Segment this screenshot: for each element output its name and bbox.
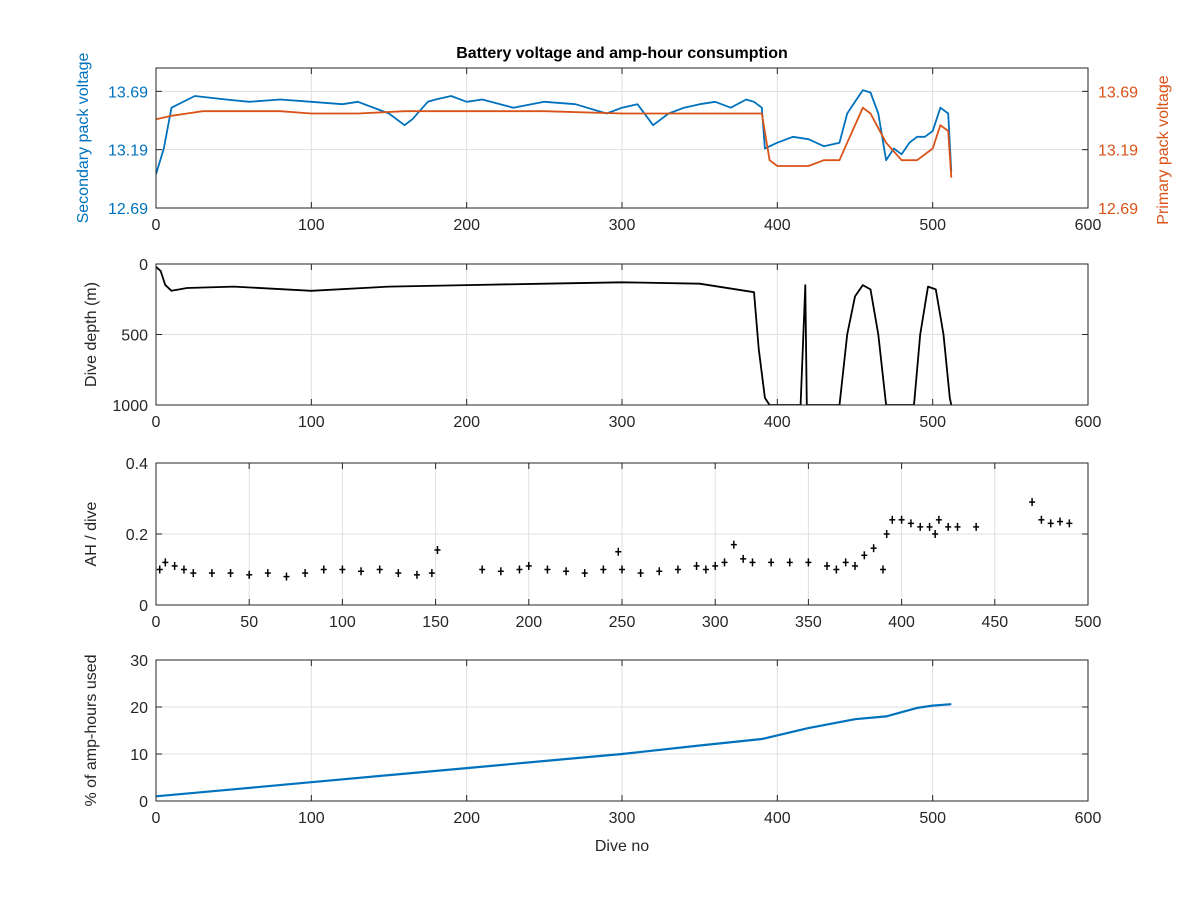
y-tick-label: 1000	[112, 398, 148, 415]
series-line-0	[156, 703, 952, 798]
x-tick-label: 100	[298, 414, 325, 431]
y-tick-label: 0	[139, 257, 148, 274]
y-tick-label: 0.4	[126, 456, 148, 473]
y-right-tick-label: 12.69	[1098, 201, 1138, 218]
x-tick-label: 200	[453, 810, 480, 827]
amp-hours-used-panel: 0 100 200 300 400 500 600 0 10 20 30 % of amp-hours…	[83, 653, 1101, 855]
x-tick-label: 0	[152, 414, 161, 431]
x-tick-label: 150	[422, 614, 449, 631]
x-tick-label: 300	[609, 810, 636, 827]
x-tick-label: 300	[609, 217, 636, 234]
y-right-axis-label: Primary pack voltage	[1155, 75, 1172, 224]
y-axis-label: AH / dive	[83, 501, 100, 566]
x-tick-label: 100	[298, 217, 325, 234]
y-tick-label: 0.2	[126, 527, 148, 544]
x-tick-label: 600	[1075, 810, 1102, 827]
y-tick-label: 10	[130, 747, 148, 764]
x-tick-label: 450	[981, 614, 1008, 631]
plot-data-group	[156, 703, 952, 798]
x-tick-label: 500	[919, 414, 946, 431]
y-tick-label: 500	[121, 328, 148, 345]
x-tick-label: 0	[152, 614, 161, 631]
x-tick-label: 400	[764, 810, 791, 827]
x-tick-label: 200	[453, 414, 480, 431]
y-tick-label: 13.69	[108, 84, 148, 101]
y-tick-label: 13.19	[108, 143, 148, 160]
y-axis-label: % of amp-hours used	[83, 654, 100, 806]
x-tick-label: 0	[152, 810, 161, 827]
y-tick-label: 30	[130, 653, 148, 670]
depth-panel: 0 100 200 300 400 500 600 0 500 1000 Dive depth (m…	[83, 257, 1101, 431]
amp-hour-per-dive-panel: 0 50 100 150 200 250 300 350 400 450 500 0 0.2 0.4 AH …	[83, 456, 1101, 631]
x-tick-label: 500	[919, 810, 946, 827]
x-tick-label: 600	[1075, 414, 1102, 431]
y-axis-label: Dive depth (m)	[83, 282, 100, 387]
chart-title: Battery voltage and amp-hour consumption	[456, 45, 788, 62]
y-axis-label: Secondary pack voltage	[75, 53, 92, 224]
plot-data-group	[156, 498, 1073, 581]
x-tick-label: 200	[515, 614, 542, 631]
x-tick-label: 500	[1075, 614, 1102, 631]
y-tick-label: 0	[139, 598, 148, 615]
series-line-0	[156, 266, 953, 405]
voltage-panel: 0 100 200 300 400 500 60012.6913.1913.6912.691…	[75, 45, 1172, 234]
x-tick-label: 350	[795, 614, 822, 631]
y-right-tick-label: 13.69	[1098, 84, 1138, 101]
y-tick-label: 12.69	[108, 201, 148, 218]
x-tick-label: 400	[764, 414, 791, 431]
x-tick-label: 100	[329, 614, 356, 631]
y-tick-label: 20	[130, 700, 148, 717]
x-tick-label: 0	[152, 217, 161, 234]
x-axis-label: Dive no	[595, 838, 649, 855]
y-right-tick-label: 13.19	[1098, 143, 1138, 160]
x-tick-label: 400	[888, 614, 915, 631]
x-tick-label: 250	[609, 614, 636, 631]
x-tick-label: 500	[919, 217, 946, 234]
x-tick-label: 50	[240, 614, 258, 631]
x-tick-label: 100	[298, 810, 325, 827]
x-tick-label: 200	[453, 217, 480, 234]
series-line-0	[156, 89, 953, 175]
plot-data-group	[156, 266, 953, 405]
x-tick-label: 300	[609, 414, 636, 431]
y-tick-label: 0	[139, 794, 148, 811]
x-tick-label: 400	[764, 217, 791, 234]
x-tick-label: 600	[1075, 217, 1102, 234]
series-line-1	[156, 106, 953, 178]
x-tick-label: 300	[702, 614, 729, 631]
plot-data-group	[156, 89, 953, 178]
